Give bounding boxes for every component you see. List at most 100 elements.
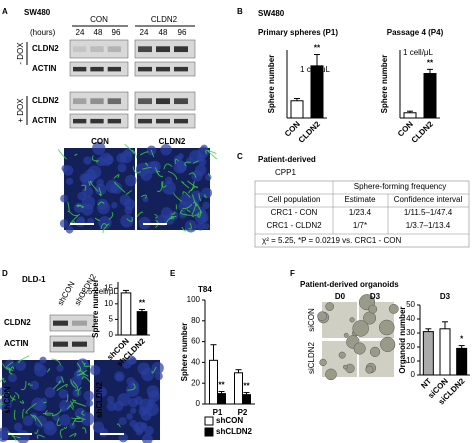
stain <box>57 149 67 160</box>
nucleus <box>130 407 137 414</box>
stain <box>71 399 77 402</box>
table-cell: 1/3.7–1/13.4 <box>406 221 451 230</box>
stain <box>56 383 68 391</box>
image-layer <box>0 39 399 443</box>
table-header: Confidence interval <box>394 195 463 204</box>
band <box>90 46 104 53</box>
nucleus <box>117 163 127 173</box>
organoid <box>338 351 346 359</box>
y-axis-label: Sphere number <box>180 323 189 382</box>
stain <box>181 181 190 189</box>
organoid <box>368 304 378 314</box>
stain <box>181 226 187 232</box>
table-cell: 1/11.5–1/47.4 <box>404 208 453 217</box>
cell-line: SW480 <box>258 9 285 18</box>
source: Patient-derived <box>258 155 316 164</box>
y-tick-label: 10 <box>104 299 113 308</box>
band <box>174 46 188 53</box>
stain <box>100 223 108 230</box>
nucleus <box>39 356 47 364</box>
band <box>107 98 121 105</box>
stain <box>34 429 39 434</box>
stain <box>154 167 164 178</box>
stain <box>6 361 14 369</box>
stain <box>74 153 78 156</box>
stain <box>113 174 120 179</box>
panel-letter: B <box>237 7 243 16</box>
band <box>90 118 104 124</box>
nucleus <box>118 432 129 443</box>
stain <box>174 158 180 164</box>
stain <box>94 217 100 222</box>
bar <box>310 65 324 119</box>
nucleus <box>58 388 69 399</box>
stain <box>196 210 202 218</box>
stain <box>11 395 16 402</box>
stain <box>97 201 105 206</box>
panel-title: Patient-derived organoids <box>300 280 399 289</box>
nucleus <box>81 195 96 210</box>
y-axis-label: Sphere number <box>267 55 276 114</box>
stain <box>108 211 114 220</box>
nucleus <box>147 398 155 407</box>
stain <box>36 434 45 440</box>
blot-label: ACTIN <box>32 64 57 73</box>
stain <box>127 383 136 391</box>
stain <box>83 362 93 367</box>
stain <box>71 417 81 419</box>
band <box>107 46 121 53</box>
blot <box>69 91 129 111</box>
nucleus <box>132 424 140 432</box>
blot-label: CLDN2 <box>32 96 59 105</box>
nucleus <box>16 430 30 443</box>
band <box>73 98 87 105</box>
nucleus <box>186 157 194 165</box>
stain <box>7 390 16 401</box>
cell-line: DLD-1 <box>22 275 46 284</box>
stain <box>77 369 88 376</box>
hours: 48 <box>94 28 103 37</box>
stain <box>186 209 191 213</box>
organoid <box>380 336 396 353</box>
band <box>90 66 104 72</box>
organoid <box>369 346 381 357</box>
hours-label: (hours) <box>30 28 56 37</box>
y-axis-label: Organoid number <box>398 306 407 373</box>
stain <box>156 181 164 192</box>
significance: ** <box>243 382 250 391</box>
nucleus <box>22 415 34 427</box>
nucleus <box>196 222 205 231</box>
organoid <box>317 311 327 322</box>
panel-letter: A <box>2 7 8 16</box>
band <box>73 66 87 72</box>
band <box>138 66 152 72</box>
cell-line: T84 <box>198 285 212 294</box>
stain <box>76 204 82 208</box>
chart-title: D3 <box>440 292 451 301</box>
nucleus <box>117 393 131 407</box>
nucleus <box>77 191 87 201</box>
nucleus <box>97 387 108 398</box>
stain <box>204 194 208 198</box>
stain <box>132 166 142 174</box>
stain <box>182 191 191 198</box>
band <box>156 118 170 124</box>
organoid <box>325 368 337 381</box>
nucleus <box>122 358 132 369</box>
nucleus <box>76 216 85 225</box>
stain <box>20 380 27 391</box>
band <box>107 66 121 72</box>
hours: 96 <box>178 28 187 37</box>
stain <box>125 190 132 195</box>
stain <box>102 223 110 234</box>
band <box>72 341 87 347</box>
bar <box>439 328 451 376</box>
stain <box>154 213 158 219</box>
nucleus <box>201 187 213 199</box>
chart-title: Primary spheres (P1) <box>258 28 338 37</box>
nucleus <box>106 395 115 404</box>
stain <box>81 360 86 366</box>
bar <box>217 393 226 405</box>
stain <box>69 433 77 438</box>
blot-label: ACTIN <box>32 116 57 125</box>
